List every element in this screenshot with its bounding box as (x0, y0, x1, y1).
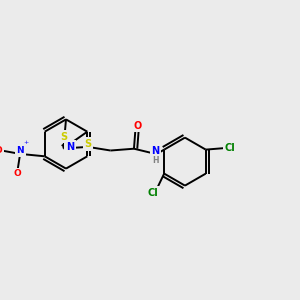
Text: S: S (61, 132, 68, 142)
Text: +: + (23, 140, 29, 145)
Text: O: O (0, 146, 2, 155)
Text: O: O (133, 121, 141, 130)
Text: N: N (16, 146, 24, 155)
Text: N: N (151, 146, 159, 155)
Text: S: S (85, 139, 92, 149)
Text: Cl: Cl (148, 188, 158, 198)
Text: Cl: Cl (224, 143, 235, 153)
Text: N: N (66, 142, 74, 152)
Text: O: O (14, 169, 22, 178)
Text: H: H (152, 156, 158, 165)
